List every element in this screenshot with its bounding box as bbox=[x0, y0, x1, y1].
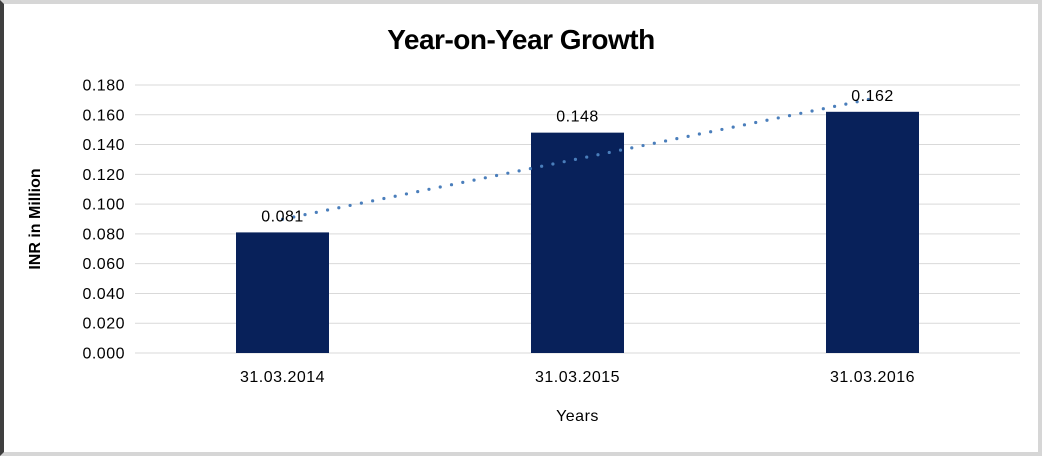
y-tick-label: 0.140 bbox=[82, 137, 125, 154]
y-tick-label: 0.180 bbox=[82, 78, 125, 95]
y-tick-label: 0.160 bbox=[82, 107, 125, 124]
x-tick-label: 31.03.2014 bbox=[240, 369, 325, 386]
y-tick-label: 0.040 bbox=[82, 286, 125, 303]
y-tick-label: 0.080 bbox=[82, 226, 125, 243]
x-axis-title: Years bbox=[556, 408, 599, 425]
y-tick-label: 0.120 bbox=[82, 167, 125, 184]
bar bbox=[236, 232, 329, 353]
bar-value-label: 0.148 bbox=[556, 109, 599, 126]
bar bbox=[531, 132, 624, 353]
y-tick-label: 0.060 bbox=[82, 256, 125, 273]
x-tick-label: 31.03.2015 bbox=[535, 369, 620, 386]
y-tick-label: 0.020 bbox=[82, 316, 125, 333]
bar-value-label: 0.162 bbox=[851, 88, 894, 105]
x-tick-label: 31.03.2016 bbox=[830, 369, 915, 386]
bar bbox=[826, 111, 919, 353]
chart-title: Year-on-Year Growth bbox=[387, 24, 655, 55]
y-tick-label: 0.100 bbox=[82, 197, 125, 214]
y-tick-label: 0.000 bbox=[82, 346, 125, 363]
bar-value-label: 0.081 bbox=[261, 208, 304, 225]
